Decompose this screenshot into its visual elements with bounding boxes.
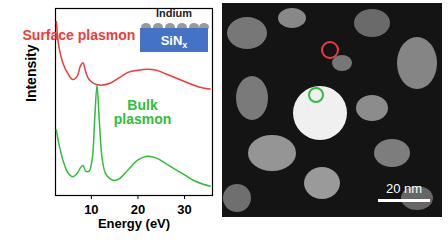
svg-text:Energy (eV): Energy (eV) [98,216,170,231]
svg-text:Bulkplasmon: Bulkplasmon [114,97,172,127]
svg-text:SiNx: SiNx [161,33,188,50]
svg-text:20: 20 [131,202,145,217]
svg-text:30: 30 [177,202,191,217]
svg-text:20 nm: 20 nm [386,181,422,196]
svg-text:Indium: Indium [156,7,192,19]
svg-text:Intensity: Intensity [23,44,39,102]
svg-text:Surface plasmon: Surface plasmon [23,27,136,43]
svg-text:10: 10 [84,202,98,217]
